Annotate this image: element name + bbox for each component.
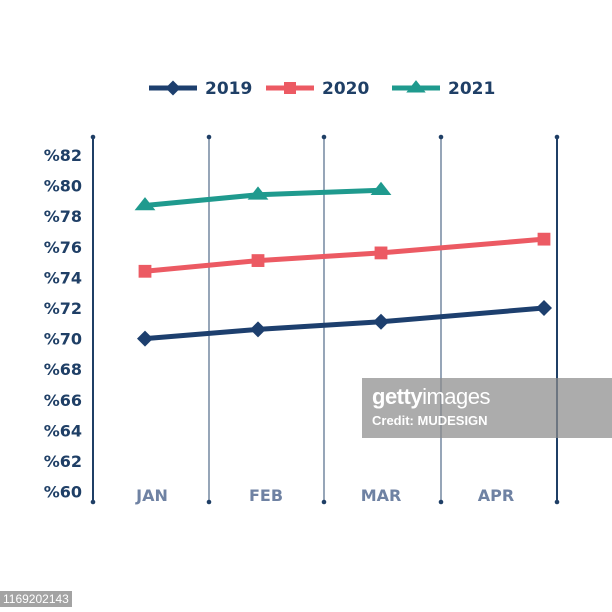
series-2020 [138,232,551,278]
vertical-separators [90,134,560,505]
series-2019 [137,300,552,347]
y-tick-label: %62 [44,452,82,471]
y-tick-label: %72 [44,299,82,318]
y-tick-label: %68 [44,360,82,379]
square-marker [138,264,152,278]
triangle-marker [134,197,156,211]
y-tick-label: %76 [44,238,82,257]
x-tick-label: FEB [249,486,283,505]
diamond-marker [536,300,552,316]
x-tick-label: JAN [135,486,168,505]
legend-item-2019: 2019 [149,79,252,99]
legend-label: 2020 [322,79,369,99]
triangle-marker [370,181,392,195]
separator-dot [206,499,212,505]
series-line [144,236,545,274]
separator-dot [206,134,212,140]
square-marker [537,232,551,246]
legend-label: 2019 [205,79,252,99]
y-axis-labels: %82 %80 %78 %76 %74 %72 %70 %68 %66 %64 %62 %60 [44,146,82,502]
legend-label: 2021 [448,79,495,99]
x-tick-label: APR [478,486,514,505]
separator-dot [90,499,96,505]
diamond-marker [373,313,389,330]
separator-dot [554,499,560,505]
y-tick-label: %66 [44,391,82,410]
y-tick-label: %64 [44,421,82,440]
watermark: gettyimages Credit: MUDESIGN [362,378,612,438]
watermark-brand: gettyimages [372,384,490,409]
separator-dot [90,134,96,140]
y-tick-label: %74 [44,268,82,287]
y-tick-label: %80 [44,177,82,196]
legend: 2019 2020 2021 [149,79,495,99]
separator-dot [554,134,560,140]
square-marker [251,254,265,267]
y-tick-label: %70 [44,330,82,349]
diamond-marker [137,330,153,347]
square-marker [284,82,296,94]
image-id-label: 1169202143 [0,591,72,607]
legend-item-2020: 2020 [266,79,369,99]
x-axis-labels: JAN FEB MAR APR [135,486,514,505]
separator-dot [438,134,444,140]
series-line [144,305,545,342]
legend-item-2021: 2021 [392,79,495,99]
diamond-marker [165,80,181,96]
y-tick-label: %78 [44,207,82,226]
diamond-marker [250,321,266,338]
y-tick-label: %60 [44,483,82,502]
separator-dot [321,499,327,505]
separator-dot [438,499,444,505]
separator-dot [321,134,327,140]
data-series [134,181,552,347]
triangle-marker [247,186,269,200]
series-2021 [134,181,392,211]
x-tick-label: MAR [361,486,402,505]
y-tick-label: %82 [44,146,82,165]
watermark-credit: Credit: MUDESIGN [372,413,488,428]
triangle-marker [406,80,426,93]
square-marker [374,246,388,260]
